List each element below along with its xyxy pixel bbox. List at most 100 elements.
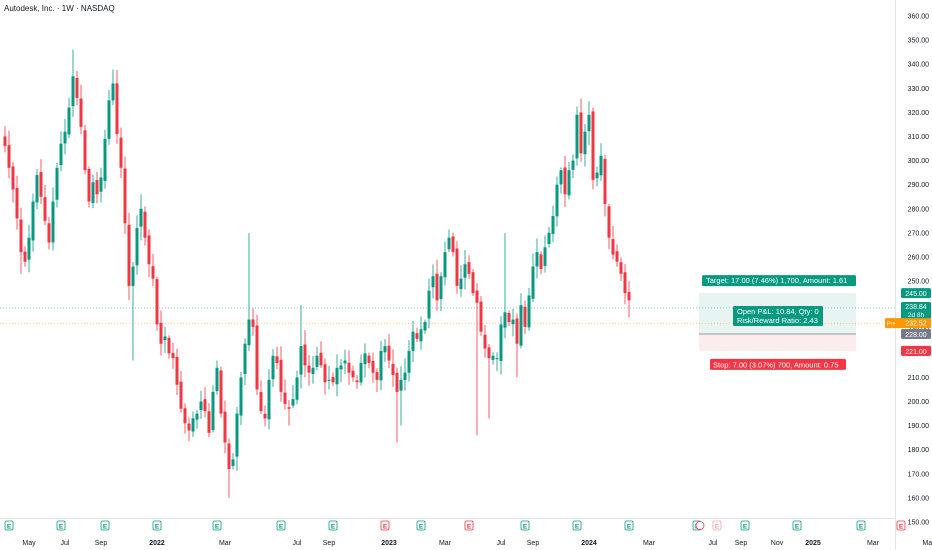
candle: [167, 335, 171, 359]
candle: [175, 348, 179, 395]
candle: [619, 257, 623, 281]
candle: [475, 283, 479, 436]
price-tick-label: 360.00: [908, 14, 930, 21]
time-axis: May Jul Sep 2022 Mar Jul Sep 2023 Mar Jul Sep 2024 M…: [22, 540, 932, 547]
candle-body: [355, 380, 359, 383]
price-tick-label: 260.00: [908, 254, 930, 261]
candle-body: [375, 372, 379, 380]
candle-body: [363, 353, 367, 365]
event-marker: [740, 520, 750, 531]
time-tick-label: Sep: [527, 540, 540, 547]
candle: [55, 162, 59, 208]
candle: [331, 372, 335, 387]
candle-body: [327, 379, 331, 381]
event-marker: [152, 520, 162, 531]
candle-body: [527, 295, 531, 328]
candle: [271, 349, 275, 387]
time-tick-label: Mar: [439, 540, 452, 547]
candle-body: [535, 252, 539, 267]
candle-body: [475, 290, 479, 303]
candle-body: [403, 372, 407, 381]
candle-body: [223, 411, 227, 443]
candle-body: [147, 235, 151, 265]
event-marker-letter: E: [419, 524, 424, 531]
candle: [591, 107, 595, 190]
candle-body: [407, 350, 411, 373]
candle: [291, 384, 295, 409]
candle: [423, 319, 427, 335]
candle: [451, 232, 455, 257]
candle-body: [563, 167, 567, 195]
candle-body: [519, 305, 523, 346]
candle-body: [199, 401, 203, 411]
time-tick-label: 2023: [381, 540, 397, 547]
candle: [227, 438, 231, 498]
candle: [363, 343, 367, 378]
candle-body: [287, 407, 291, 409]
candle-body: [379, 350, 383, 381]
candle-body: [455, 248, 459, 286]
candle: [275, 346, 279, 370]
candle: [75, 71, 79, 106]
price-axis: 150.00 160.00 170.00 180.00 190.00 200.00 210.…: [908, 14, 930, 527]
candle-body: [371, 360, 375, 373]
candle: [195, 409, 199, 429]
candle-body: [259, 392, 263, 412]
candle: [323, 358, 327, 395]
candle: [575, 106, 579, 166]
candle: [267, 369, 271, 430]
candle-body: [323, 364, 327, 383]
candle-body: [435, 273, 439, 301]
candle: [107, 89, 111, 145]
candle-body: [179, 381, 183, 409]
candle: [511, 308, 515, 337]
candle: [111, 69, 115, 106]
price-tick-label: 350.00: [908, 38, 930, 45]
candle-body: [47, 223, 51, 243]
candle-body: [547, 232, 551, 244]
candle: [387, 333, 391, 369]
candle: [339, 359, 343, 383]
premarket-label: Pre: [887, 322, 896, 328]
candles: [3, 49, 631, 498]
candle: [463, 249, 467, 290]
premarket-tag-bg: [885, 318, 931, 329]
candle: [579, 98, 583, 162]
candle-body: [591, 111, 595, 180]
candle: [431, 264, 435, 299]
candle: [435, 259, 439, 311]
candle: [531, 253, 535, 303]
candle-body: [207, 411, 211, 433]
candle: [383, 338, 387, 362]
event-marker-letter: E: [859, 524, 864, 531]
candle-body: [67, 107, 71, 135]
candle-body: [75, 78, 79, 98]
price-tick-label: 210.00: [908, 375, 930, 382]
target-label-bg: [702, 275, 856, 287]
candle: [299, 305, 303, 389]
candle: [243, 338, 247, 386]
candle-body: [583, 131, 587, 155]
candle: [27, 224, 31, 273]
candle-body: [123, 168, 127, 224]
candle: [543, 235, 547, 273]
candle: [319, 341, 323, 369]
time-tick-label: Nov: [771, 540, 784, 547]
event-marker-letter: E: [383, 524, 388, 531]
candle: [295, 370, 299, 405]
candle-body: [603, 158, 607, 204]
candle: [535, 238, 539, 279]
candle: [19, 207, 23, 274]
candle: [487, 343, 491, 419]
candle: [103, 129, 107, 189]
candle-body: [507, 313, 511, 323]
event-marker: [328, 520, 338, 531]
event-marker-letter: E: [331, 524, 336, 531]
candle: [503, 232, 507, 339]
candle: [155, 276, 159, 331]
candle-body: [439, 276, 443, 300]
candle: [219, 366, 223, 418]
candle-body: [127, 224, 131, 286]
candle-body: [275, 356, 279, 363]
